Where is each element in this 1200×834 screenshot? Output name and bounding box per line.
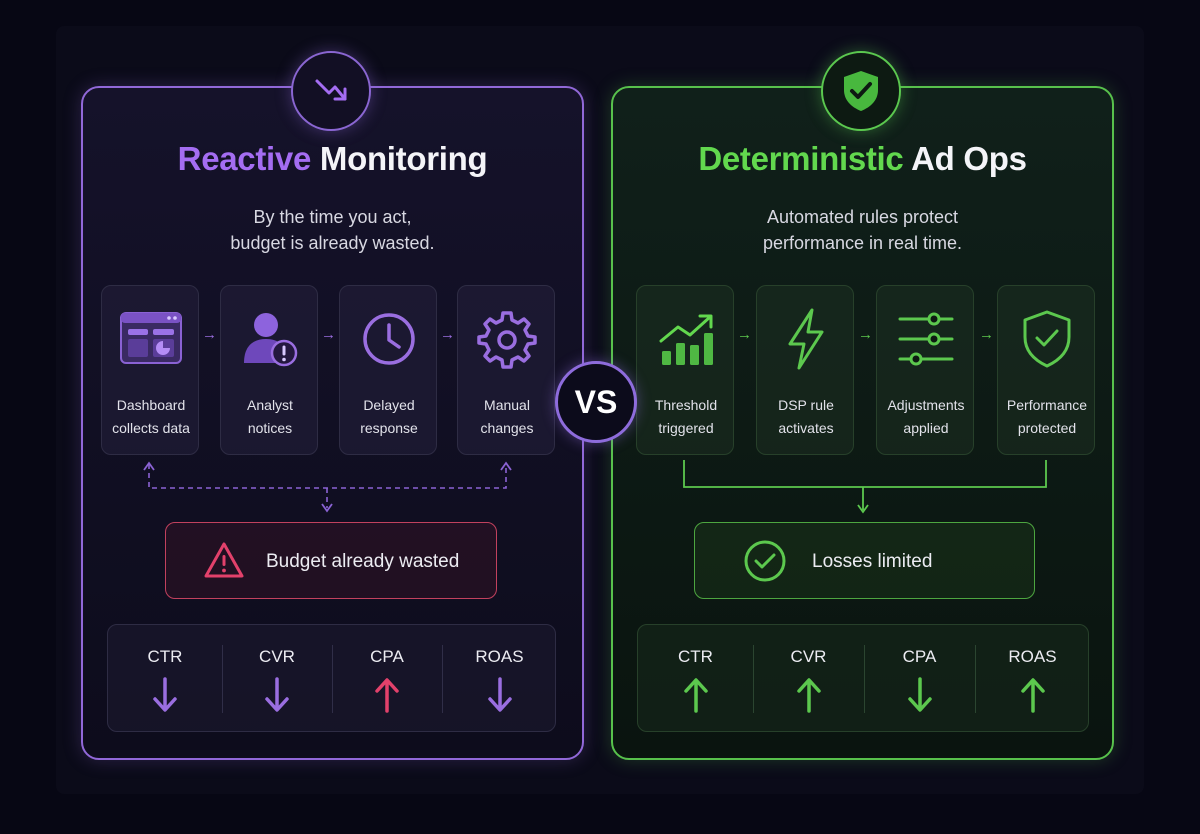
vs-badge: VS [555, 361, 637, 443]
analyst-alert-icon [221, 304, 319, 374]
step-label-line1: Delayed [363, 397, 415, 413]
arrow-up-icon [375, 678, 399, 713]
outcome-losses-limited: Losses limited [694, 522, 1035, 599]
step-label-line1: Analyst [247, 397, 293, 413]
step-label-line2: triggered [658, 420, 714, 436]
left-subtitle: By the time you act, budget is already w… [81, 204, 584, 256]
left-metrics-panel: CTR CVR CPA ROAS [107, 624, 556, 732]
metric-label: CVR [790, 647, 827, 666]
arrow-down-icon [265, 677, 289, 712]
step-label-line1: Dashboard [116, 397, 186, 413]
shield-check-icon [821, 51, 901, 131]
metric-cvr: CVR [753, 625, 864, 733]
sliders-icon [877, 304, 975, 374]
right-title-rest: Ad Ops [911, 140, 1027, 177]
vs-label: VS [574, 383, 618, 420]
metric-label: CTR [147, 647, 183, 666]
left-subtitle-line2: budget is already wasted. [230, 233, 435, 253]
arrow-down-icon [907, 677, 932, 712]
step-performance-protected: Performance protected [997, 285, 1095, 455]
step-dsp-rule-activates: DSP rule activates [756, 285, 854, 455]
metric-roas: ROAS [975, 625, 1090, 733]
metric-cvr: CVR [222, 625, 332, 733]
step-delayed-response: Delayed response [339, 285, 437, 455]
bar-chart-trend-icon [637, 304, 735, 374]
outcome-text: Losses limited [812, 551, 933, 572]
shield-check-icon [998, 304, 1096, 374]
metric-label: CVR [259, 647, 295, 666]
metric-divider [442, 645, 443, 713]
arrow-right-icon: → [737, 326, 752, 343]
step-manual-changes: Manual changes [457, 285, 555, 455]
arrow-right-icon: → [858, 326, 873, 343]
metric-cpa: CPA [332, 625, 442, 733]
gear-icon [458, 304, 556, 374]
right-title-highlight: Deterministic [698, 140, 904, 177]
arrow-down-icon [153, 677, 177, 712]
arrow-right-icon: → [979, 326, 994, 343]
arrow-down-icon [487, 677, 512, 712]
arrow-up-icon [796, 678, 821, 713]
step-label-line2: activates [778, 420, 834, 436]
metric-divider [864, 645, 865, 713]
metric-ctr: CTR [638, 625, 753, 733]
step-dashboard-collects-data: Dashboard collects data [101, 285, 199, 455]
step-threshold-triggered: Threshold triggered [636, 285, 734, 455]
left-title: Reactive Monitoring [81, 140, 584, 178]
right-subtitle-line2: performance in real time. [762, 233, 963, 253]
metric-divider [975, 645, 976, 713]
left-subtitle-line1: By the time you act, [253, 207, 412, 227]
step-label-line2: applied [903, 420, 949, 436]
arrow-right-icon: → [202, 326, 217, 343]
dashboard-icon [102, 304, 200, 374]
right-title: Deterministic Ad Ops [611, 140, 1114, 178]
trend-down-icon [291, 51, 371, 131]
step-label-line2: changes [480, 420, 534, 436]
step-label-line1: Adjustments [887, 397, 965, 413]
metric-label: CTR [678, 647, 713, 666]
metric-divider [332, 645, 333, 713]
left-title-rest: Monitoring [319, 140, 488, 177]
metric-label: ROAS [1008, 647, 1057, 666]
step-analyst-notices: Analyst notices [220, 285, 318, 455]
metric-divider [753, 645, 754, 713]
step-label-line2: response [360, 420, 418, 436]
outcome-budget-wasted: Budget already wasted [165, 522, 497, 599]
metric-ctr: CTR [108, 625, 222, 733]
step-label-line2: collects data [112, 420, 190, 436]
arrow-up-icon [683, 678, 708, 713]
metric-label: ROAS [475, 647, 524, 666]
dashed-feedback-connector [143, 461, 512, 513]
step-label-line2: notices [247, 420, 293, 436]
outcome-text: Budget already wasted [266, 551, 460, 572]
lightning-icon [757, 304, 855, 374]
converging-connector [683, 460, 1047, 514]
arrow-right-icon: → [321, 326, 336, 343]
metric-label: CPA [902, 647, 937, 666]
clock-icon [340, 304, 438, 374]
check-circle-icon [744, 540, 786, 582]
arrow-up-icon [1020, 678, 1045, 713]
step-label-line1: Threshold [654, 397, 718, 413]
step-label-line1: Manual [484, 397, 530, 413]
metric-cpa: CPA [864, 625, 975, 733]
step-label-line2: protected [1017, 420, 1077, 436]
metric-divider [222, 645, 223, 713]
right-subtitle-line1: Automated rules protect [766, 207, 959, 227]
metric-label: CPA [370, 647, 404, 666]
right-metrics-panel: CTR CVR CPA ROAS [637, 624, 1089, 732]
right-subtitle: Automated rules protect performance in r… [611, 204, 1114, 256]
step-label-line1: Performance [1006, 397, 1088, 413]
step-adjustments-applied: Adjustments applied [876, 285, 974, 455]
step-label-line1: DSP rule [778, 397, 834, 413]
arrow-right-icon: → [440, 326, 455, 343]
left-title-highlight: Reactive [177, 140, 312, 177]
metric-roas: ROAS [442, 625, 557, 733]
warning-triangle-icon [204, 542, 244, 578]
